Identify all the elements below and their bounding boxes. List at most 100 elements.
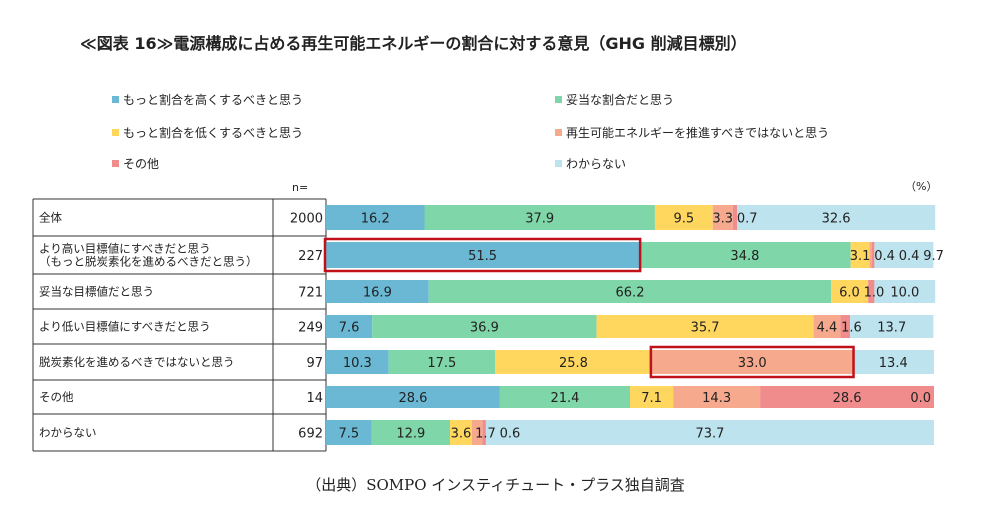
bar-segment [869, 242, 872, 268]
highlight-box [649, 345, 855, 379]
legend-label: もっと割合を高くするべきと思う [123, 93, 304, 107]
data-label: 73.7 [695, 427, 724, 442]
data-label: 9.7 [923, 249, 944, 264]
n-value: 14 [306, 391, 323, 406]
legend-label: その他 [123, 157, 160, 171]
n-value: 692 [298, 427, 323, 442]
data-label: 36.9 [470, 321, 499, 336]
category-label: 脱炭素化を進めるべきではないと思う [39, 355, 235, 369]
data-label: 7.5 [338, 427, 359, 442]
bar-segment [868, 280, 875, 303]
bar-segment [712, 205, 733, 230]
bar-segment [673, 386, 761, 408]
category-label: その他 [39, 390, 74, 404]
bar-segment [326, 386, 500, 408]
category-label: より低い目標値にすべきだと思う [39, 320, 211, 334]
legend-item: 妥当な割合だと思う [555, 91, 674, 108]
bar-segment [639, 242, 851, 268]
n-value: 2000 [290, 212, 323, 227]
data-label: 28.6 [398, 391, 427, 406]
legend-label: 妥当な割合だと思う [566, 93, 675, 107]
data-label: 3.3 [712, 212, 733, 227]
legend-label: わからない [566, 157, 627, 171]
legend-item: もっと割合を高くするべきと思う [112, 91, 303, 108]
data-label: 7.1 [641, 391, 662, 406]
highlight-box [323, 237, 642, 273]
bar-segment [874, 242, 934, 268]
bar-segment [485, 420, 934, 445]
category-label: 妥当な目標値だと思う [39, 285, 154, 299]
legend-swatch [555, 160, 562, 167]
data-label: 37.9 [525, 212, 554, 227]
bar-segment [495, 350, 652, 374]
bar-segment [371, 420, 451, 445]
data-label: 1.0 [864, 286, 885, 301]
bar-segment [372, 315, 597, 338]
legend-item: その他 [112, 155, 159, 172]
bar-segment [471, 420, 483, 445]
n-value: 97 [306, 356, 323, 371]
data-label: 1.7 [475, 427, 496, 442]
data-label: 1.6 [841, 321, 862, 336]
legend-swatch [555, 129, 562, 136]
bar-segment [813, 315, 841, 338]
data-label: 10.0 [890, 286, 919, 301]
bar-segment [326, 350, 389, 374]
bar-segment [840, 315, 851, 338]
data-label: 0.4 [874, 249, 895, 264]
bar-segment [850, 242, 870, 268]
data-label: 66.2 [616, 286, 645, 301]
bar-segment [326, 242, 640, 268]
data-label: 21.4 [550, 391, 579, 406]
data-label: 10.3 [343, 356, 372, 371]
bar-segment [874, 280, 936, 303]
data-label: 0.7 [737, 212, 758, 227]
bar-segment [651, 350, 853, 374]
bar-segment [760, 386, 934, 408]
data-label: 3.6 [451, 427, 472, 442]
data-label: 0.4 [899, 249, 920, 264]
data-label: 28.6 [833, 391, 862, 406]
bar-segment [871, 242, 875, 268]
unit-label: （%） [905, 180, 938, 193]
legend-swatch [112, 129, 119, 136]
bar-segment [850, 315, 934, 338]
data-label: 6.0 [839, 286, 860, 301]
bar-segment [326, 205, 425, 230]
data-label: 51.5 [468, 249, 497, 264]
data-label: 4.4 [817, 321, 838, 336]
source-note: （出典）SOMPO インスティチュート・プラス独自調査 [306, 476, 685, 494]
bar-segment [630, 386, 674, 408]
data-label: 35.7 [691, 321, 720, 336]
category-label: わからない [39, 426, 97, 440]
bar-segment [499, 386, 630, 408]
data-label: 3.1 [850, 249, 871, 264]
legend-swatch [555, 96, 562, 103]
bar-segment [737, 205, 936, 230]
legend-item: わからない [555, 155, 626, 172]
data-label: 0.0 [910, 391, 931, 406]
data-label: 16.9 [363, 286, 392, 301]
bar-segment [732, 205, 738, 230]
n-column-header: n= [292, 181, 309, 194]
bar-segment [326, 420, 372, 445]
data-label: 13.7 [877, 321, 906, 336]
bar-segment [424, 205, 655, 230]
bar-segment [867, 280, 869, 303]
n-value: 249 [298, 321, 323, 336]
bar-segment [450, 420, 472, 445]
n-value: 227 [298, 249, 323, 264]
data-label: 16.2 [361, 212, 390, 227]
bar-segment [852, 350, 934, 374]
legend-swatch [112, 96, 119, 103]
bar-segment [326, 315, 373, 338]
data-label: 13.4 [879, 356, 908, 371]
bar-segment [482, 420, 486, 445]
category-label: より高い目標値にすべきだと思う [39, 242, 211, 256]
data-label: 33.0 [738, 356, 767, 371]
bar-segment [388, 350, 496, 374]
category-label: 全体 [39, 211, 62, 225]
legend-item: 再生可能エネルギーを推進すべきではないと思う [555, 124, 829, 141]
data-label: 25.8 [559, 356, 588, 371]
